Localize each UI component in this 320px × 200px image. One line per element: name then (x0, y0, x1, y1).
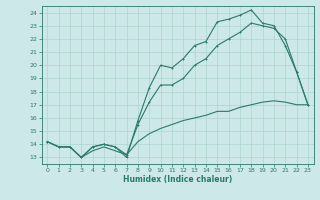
X-axis label: Humidex (Indice chaleur): Humidex (Indice chaleur) (123, 175, 232, 184)
